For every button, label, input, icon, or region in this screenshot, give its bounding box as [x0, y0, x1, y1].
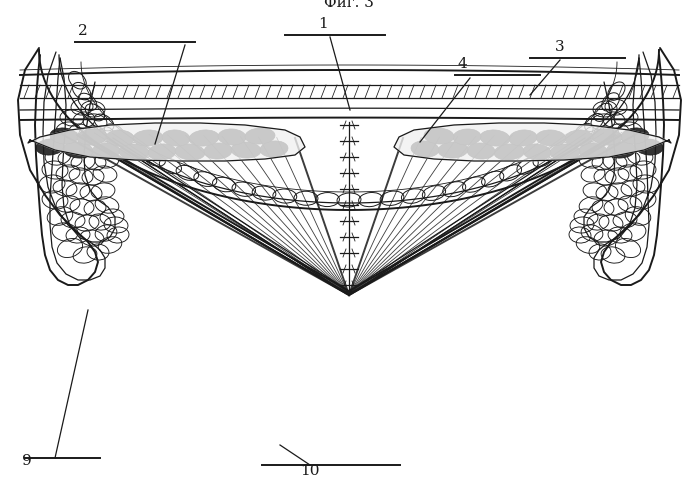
Ellipse shape	[218, 129, 246, 145]
Ellipse shape	[438, 142, 468, 158]
Ellipse shape	[175, 144, 205, 160]
Text: 4: 4	[458, 57, 468, 71]
Polygon shape	[394, 123, 671, 161]
Text: 1: 1	[318, 17, 328, 31]
Ellipse shape	[550, 144, 580, 160]
Ellipse shape	[579, 143, 607, 159]
Text: 3: 3	[555, 40, 565, 54]
Ellipse shape	[424, 128, 454, 144]
Ellipse shape	[162, 130, 190, 146]
Ellipse shape	[480, 130, 510, 146]
Ellipse shape	[231, 142, 261, 158]
Ellipse shape	[133, 130, 163, 146]
Ellipse shape	[453, 129, 481, 145]
Ellipse shape	[36, 139, 64, 155]
Ellipse shape	[536, 130, 566, 146]
Ellipse shape	[189, 130, 219, 146]
Ellipse shape	[565, 130, 593, 146]
Ellipse shape	[260, 141, 288, 157]
Ellipse shape	[77, 129, 107, 145]
Text: 2: 2	[78, 24, 88, 38]
Text: Фиг. 3: Фиг. 3	[324, 0, 374, 10]
Ellipse shape	[245, 128, 275, 144]
Ellipse shape	[148, 144, 176, 160]
Ellipse shape	[621, 128, 649, 144]
Text: 9: 9	[22, 454, 31, 468]
Ellipse shape	[467, 143, 495, 159]
Ellipse shape	[106, 130, 134, 146]
Ellipse shape	[63, 142, 93, 158]
Ellipse shape	[411, 141, 439, 157]
Ellipse shape	[119, 144, 149, 160]
Ellipse shape	[50, 128, 78, 144]
Ellipse shape	[606, 142, 636, 158]
Ellipse shape	[204, 143, 232, 159]
Ellipse shape	[592, 129, 622, 145]
Ellipse shape	[523, 144, 551, 160]
Text: 10: 10	[301, 464, 319, 478]
Ellipse shape	[509, 130, 537, 146]
Ellipse shape	[494, 144, 524, 160]
Ellipse shape	[92, 143, 120, 159]
Ellipse shape	[635, 139, 663, 155]
Polygon shape	[28, 123, 305, 161]
